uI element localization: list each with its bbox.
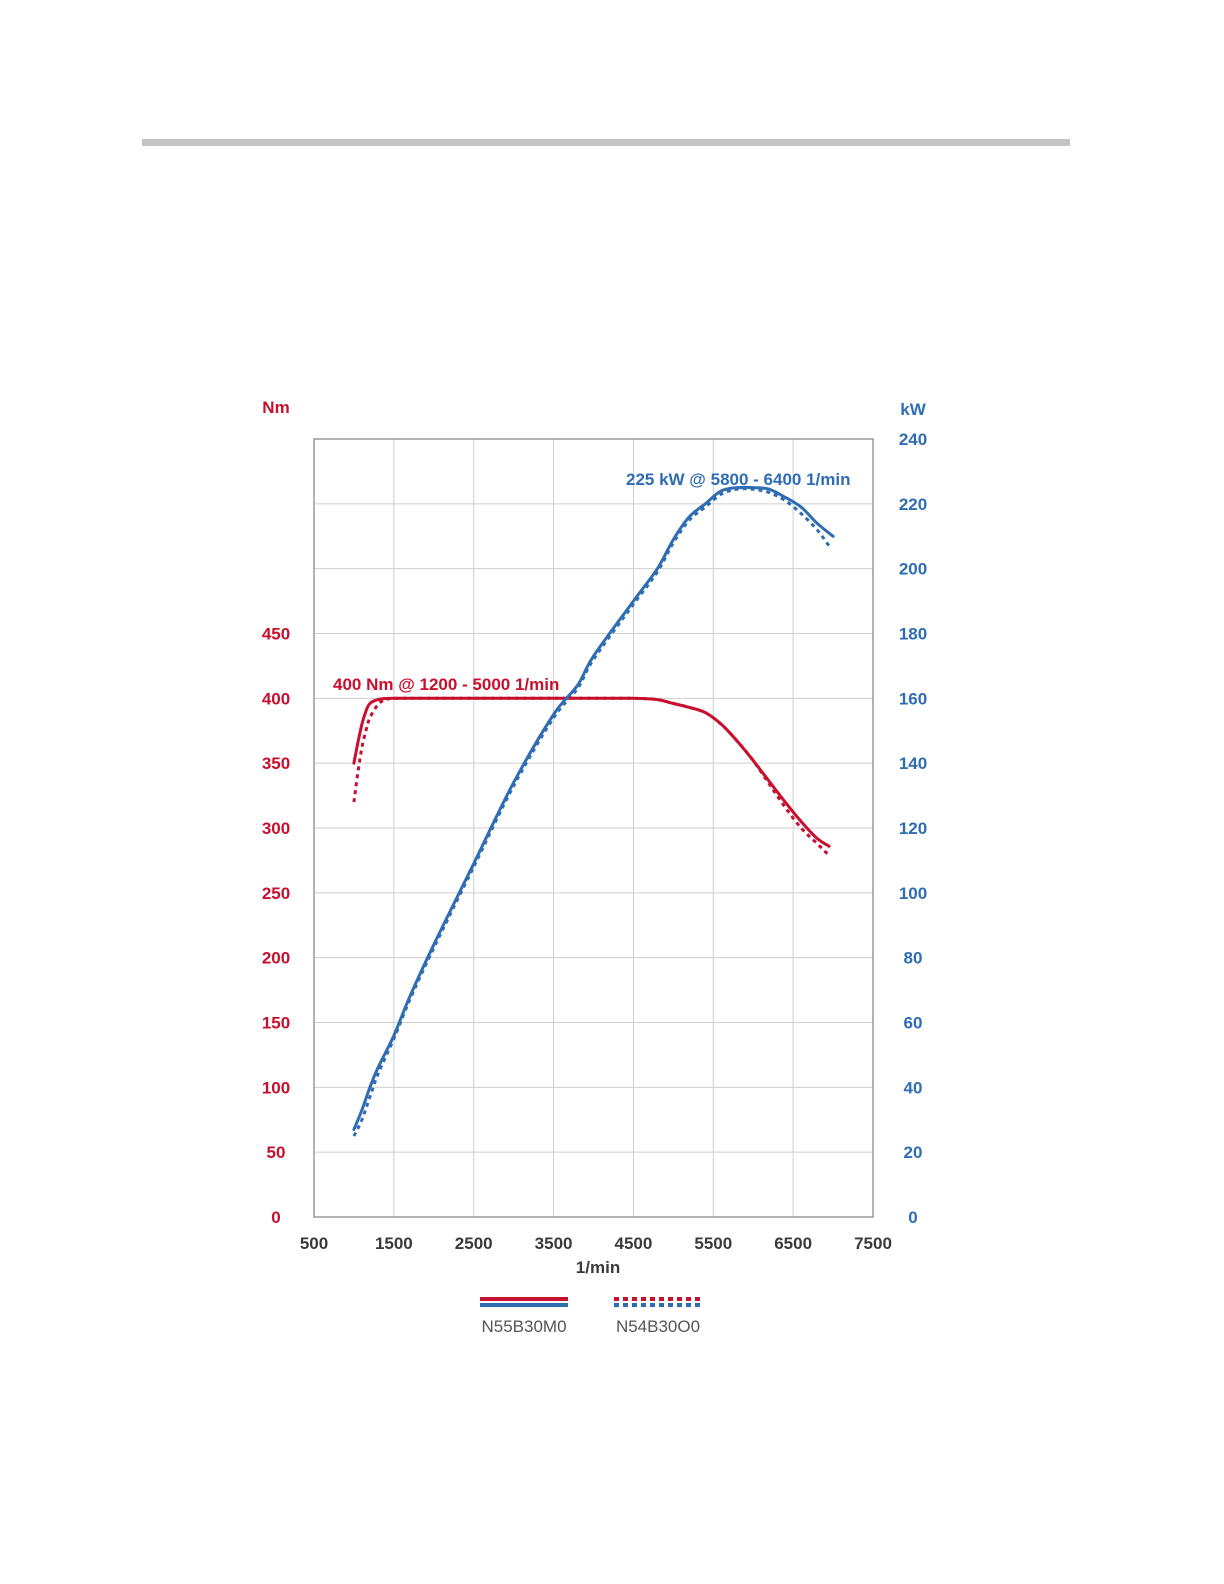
- x-tick-label: 3500: [535, 1234, 573, 1253]
- right-tick-label: 60: [904, 1014, 923, 1033]
- left-tick-label: 400: [262, 689, 290, 708]
- power-series-dotted: [352, 487, 831, 1137]
- x-tick-label: 7500: [854, 1234, 892, 1253]
- chart-grid: [313, 438, 874, 1218]
- legend-swatch-dotted: [614, 1297, 700, 1307]
- left-tick-label: 50: [267, 1143, 286, 1162]
- x-axis-ticks: 500 1500 2500 3500 4500 5500 6500 7500: [300, 1234, 892, 1253]
- left-axis-ticks: 0 50 100 150 200 250 300 350 400 450: [262, 625, 290, 1228]
- power-annotation: 225 kW @ 5800 - 6400 1/min: [626, 470, 850, 489]
- legend-label-n54: N54B30O0: [616, 1317, 700, 1336]
- top-rule: [142, 139, 1070, 146]
- torque-series-dotted: [352, 696, 829, 855]
- right-axis-ticks: 0 20 40 60 80 100 120 140 160 180 200 220 240: [899, 430, 927, 1227]
- x-tick-label: 2500: [455, 1234, 493, 1253]
- right-tick-label: 80: [904, 949, 923, 968]
- left-tick-label: 350: [262, 754, 290, 773]
- right-tick-label: 220: [899, 495, 927, 514]
- power-series-solid: [352, 485, 835, 1131]
- left-tick-label: 450: [262, 625, 290, 644]
- right-tick-label: 200: [899, 560, 927, 579]
- legend-label-n55: N55B30M0: [481, 1317, 566, 1336]
- legend: N55B30M0 N54B30O0: [480, 1297, 700, 1336]
- right-tick-label: 100: [899, 884, 927, 903]
- x-tick-label: 5500: [694, 1234, 732, 1253]
- series-layer: [352, 485, 835, 1137]
- left-tick-label: 250: [262, 884, 290, 903]
- x-tick-label: 4500: [615, 1234, 653, 1253]
- torque-annotation: 400 Nm @ 1200 - 5000 1/min: [333, 675, 559, 694]
- right-tick-label: 20: [904, 1143, 923, 1162]
- left-tick-label: 100: [262, 1078, 290, 1097]
- plot-frame: [313, 438, 874, 1218]
- left-tick-label: 0: [271, 1208, 280, 1227]
- left-tick-label: 300: [262, 819, 290, 838]
- legend-swatch-solid: [480, 1297, 568, 1307]
- left-tick-label: 200: [262, 949, 290, 968]
- x-tick-label: 500: [300, 1234, 328, 1253]
- left-axis-label: Nm: [262, 398, 289, 417]
- right-tick-label: 0: [908, 1208, 917, 1227]
- right-tick-label: 40: [904, 1078, 923, 1097]
- x-tick-label: 1500: [375, 1234, 413, 1253]
- right-tick-label: 140: [899, 754, 927, 773]
- left-tick-label: 150: [262, 1014, 290, 1033]
- x-tick-label: 6500: [774, 1234, 812, 1253]
- right-tick-label: 120: [899, 819, 927, 838]
- right-axis-label: kW: [900, 400, 926, 419]
- x-axis-label: 1/min: [576, 1258, 620, 1277]
- right-tick-label: 160: [899, 689, 927, 708]
- right-tick-label: 180: [899, 625, 927, 644]
- right-tick-label: 240: [899, 430, 927, 449]
- torque-series-solid: [352, 696, 831, 848]
